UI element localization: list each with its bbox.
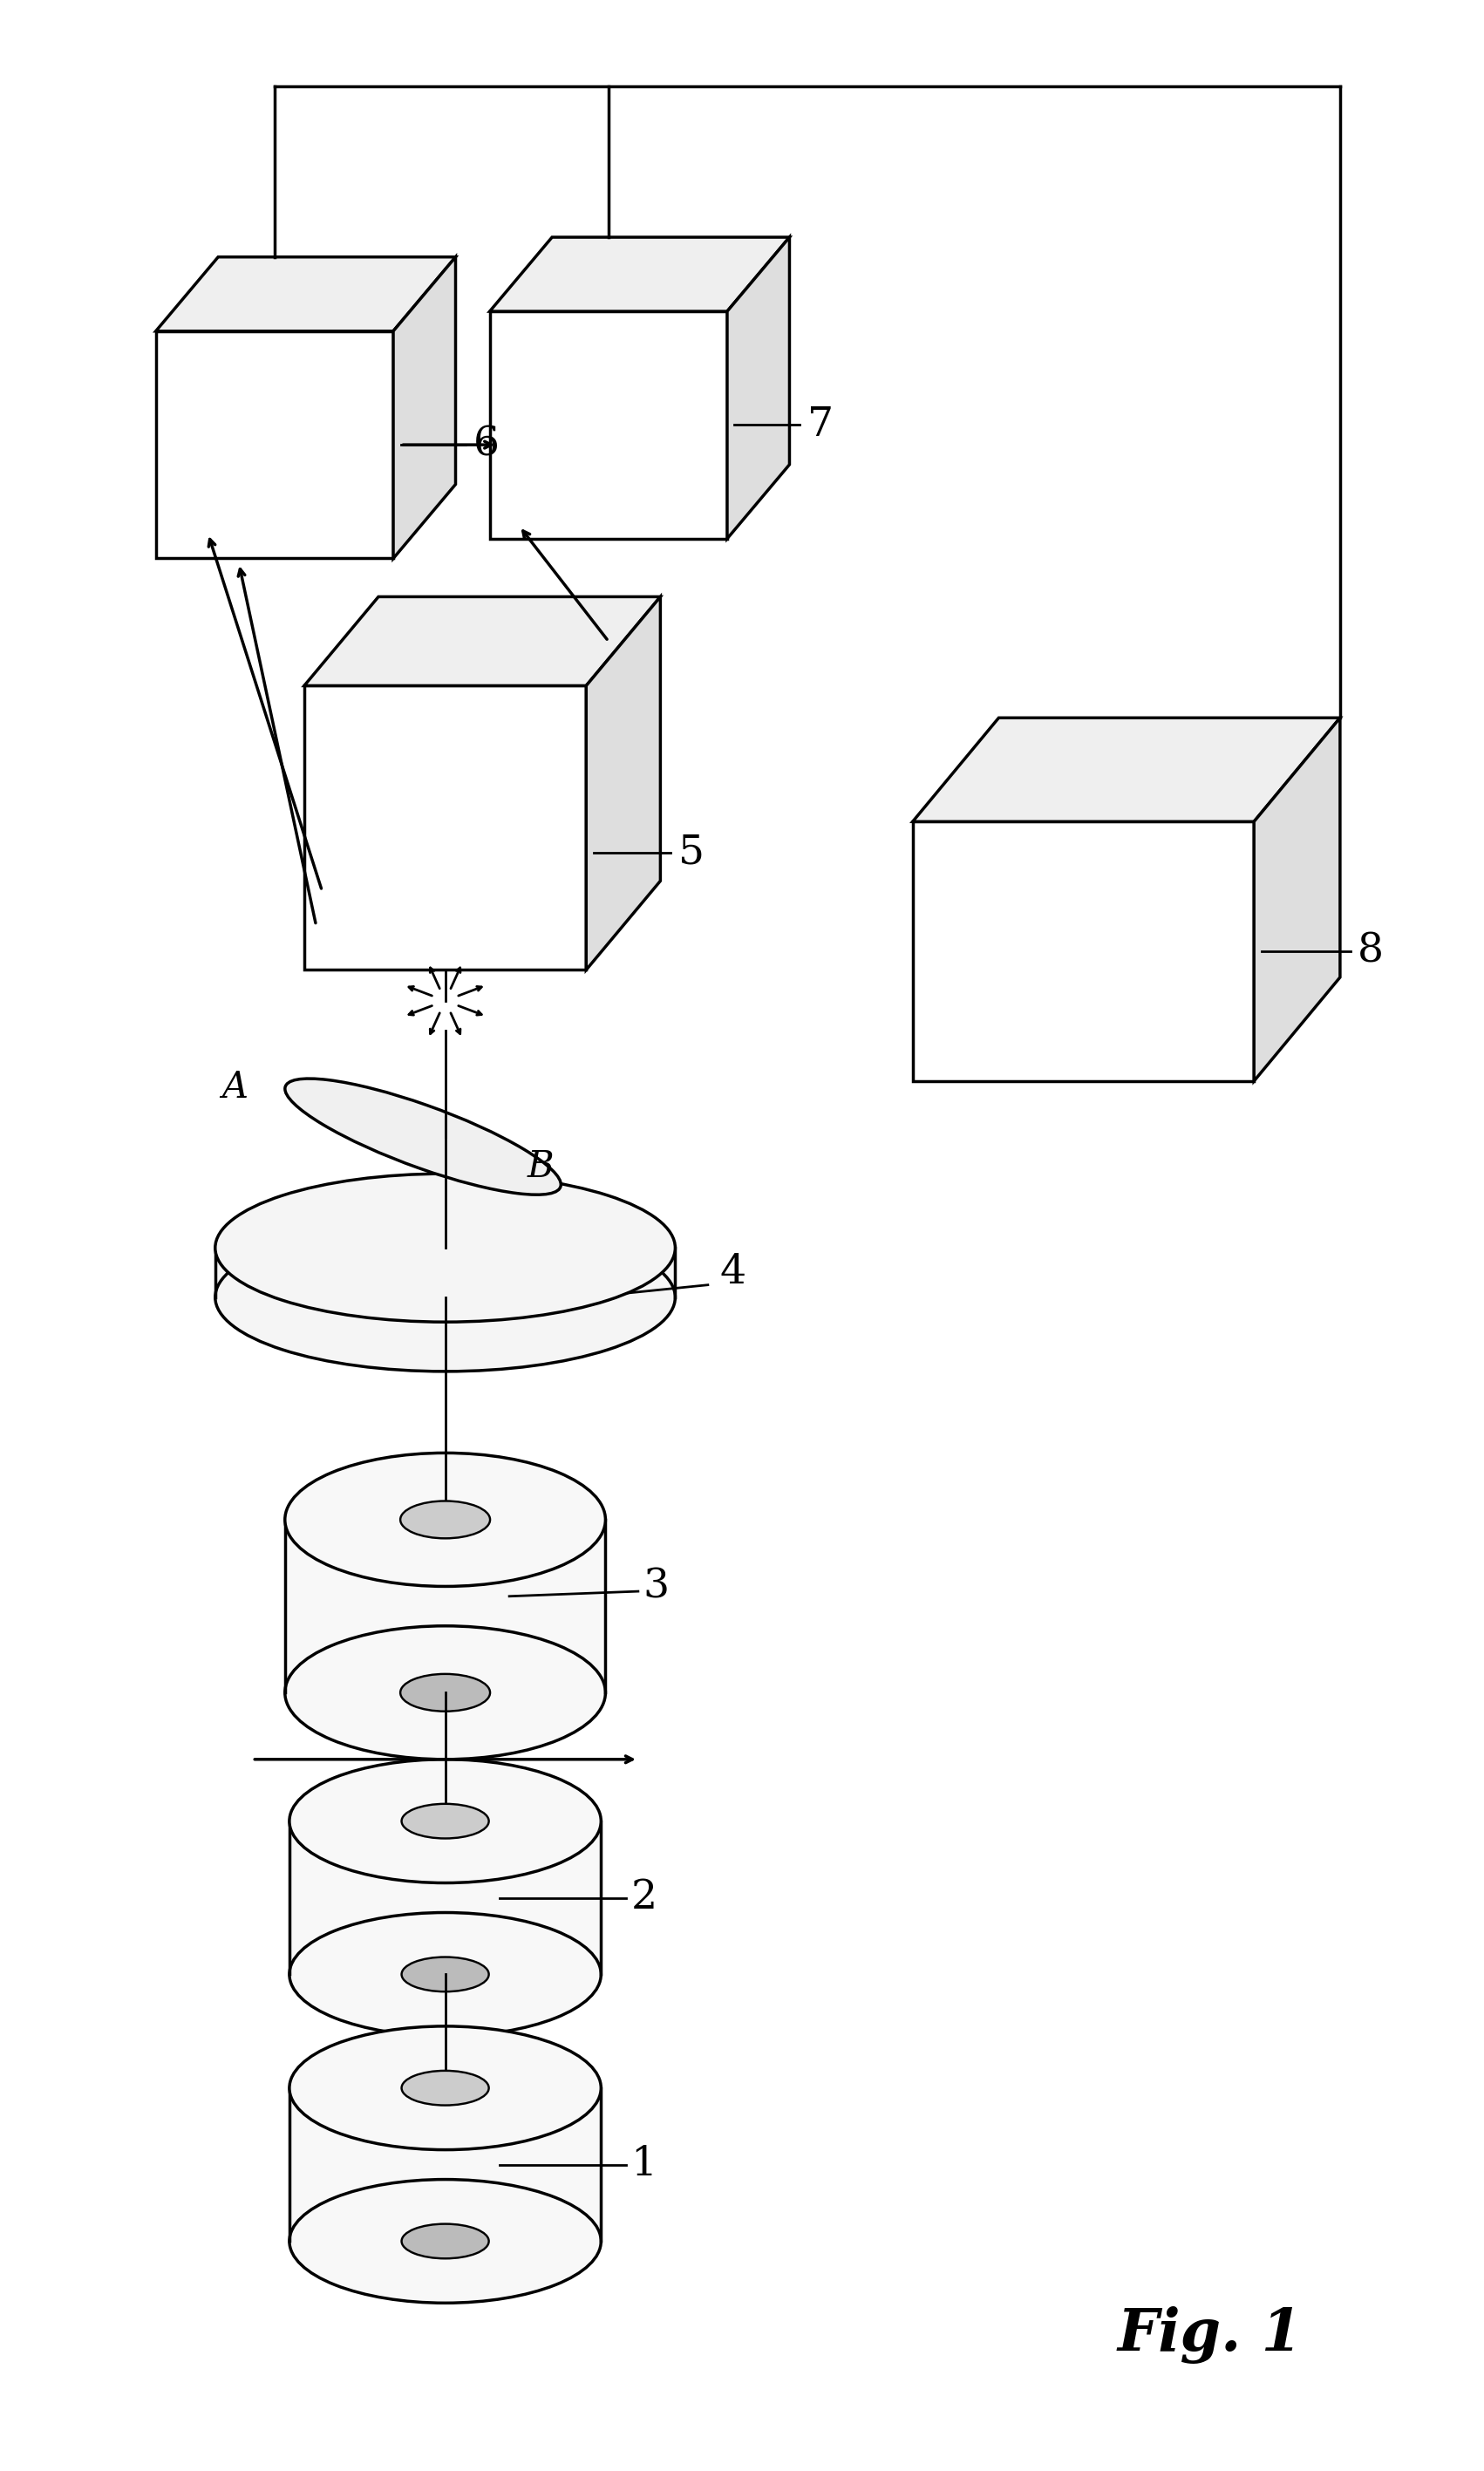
Polygon shape [215,1248,675,1297]
Polygon shape [393,257,456,558]
Polygon shape [1254,717,1340,1082]
Polygon shape [304,596,660,684]
Ellipse shape [285,1080,561,1193]
Text: 3: 3 [643,1567,669,1606]
Polygon shape [586,596,660,969]
Ellipse shape [401,1500,490,1539]
Ellipse shape [402,2071,488,2105]
Ellipse shape [285,1453,605,1586]
Ellipse shape [402,1957,488,1992]
Ellipse shape [285,1626,605,1759]
Polygon shape [289,1821,601,1974]
Polygon shape [913,820,1254,1082]
Text: A: A [221,1070,248,1105]
Text: Fig. 1: Fig. 1 [1117,2305,1301,2365]
Polygon shape [727,237,789,539]
Text: 8: 8 [1358,932,1385,971]
Ellipse shape [401,1673,490,1712]
Ellipse shape [402,2224,488,2258]
Ellipse shape [402,1804,488,1838]
Polygon shape [490,311,727,539]
Text: B: B [527,1149,554,1184]
Text: 5: 5 [678,833,705,872]
Polygon shape [304,684,586,969]
Ellipse shape [289,1759,601,1883]
Polygon shape [156,331,393,558]
Polygon shape [490,237,789,311]
Text: 4: 4 [720,1253,746,1292]
Text: 6: 6 [473,425,500,465]
Ellipse shape [289,2026,601,2150]
Ellipse shape [215,1174,675,1322]
Ellipse shape [289,2179,601,2303]
Polygon shape [285,1520,605,1693]
Ellipse shape [215,1223,675,1371]
Polygon shape [913,717,1340,820]
Polygon shape [156,257,456,331]
Polygon shape [289,2088,601,2241]
Text: 1: 1 [631,2145,657,2184]
Text: 2: 2 [631,1878,657,1917]
Ellipse shape [289,1913,601,2036]
Text: 7: 7 [807,405,834,445]
